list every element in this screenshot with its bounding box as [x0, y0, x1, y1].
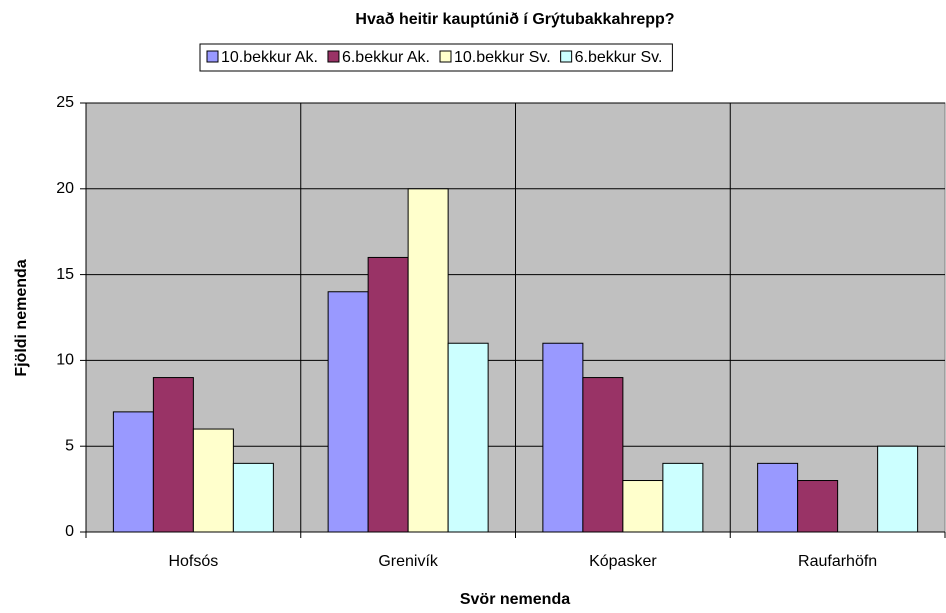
y-tick-label: 10	[56, 352, 74, 369]
y-tick-label: 15	[56, 266, 74, 283]
legend-label: 10.bekkur Ak.	[221, 49, 318, 66]
legend-swatch	[327, 50, 340, 63]
legend-swatch	[206, 50, 219, 63]
y-tick-label: 25	[56, 94, 74, 111]
bar	[542, 342, 584, 533]
bar	[112, 411, 154, 533]
bar	[662, 462, 704, 533]
chart-title: Hvað heitir kauptúnið í Grýtubakkahrepp?	[355, 11, 674, 28]
legend-box	[199, 43, 673, 72]
bar	[327, 291, 369, 533]
y-axis-label: Fjöldi nemenda	[13, 259, 30, 376]
bar	[407, 188, 449, 533]
legend-swatch	[439, 50, 452, 63]
legend-label: 6.bekkur Sv.	[575, 49, 663, 66]
bar	[877, 445, 919, 533]
bar	[797, 480, 839, 533]
x-axis-label: Svör nemenda	[460, 591, 570, 608]
x-tick-label: Kópasker	[589, 553, 657, 570]
bar	[582, 377, 624, 533]
x-tick-label: Hofsós	[168, 553, 218, 570]
bar	[152, 377, 194, 533]
x-tick-label: Grenivík	[378, 553, 439, 570]
bar	[447, 342, 489, 533]
legend-swatch	[560, 50, 573, 63]
y-tick-label: 5	[65, 437, 74, 454]
legend-label: 10.bekkur Sv.	[454, 49, 551, 66]
bar	[232, 462, 274, 533]
x-tick-label: Raufarhöfn	[798, 553, 877, 570]
bar	[622, 480, 664, 533]
y-tick-label: 20	[56, 180, 74, 197]
bar	[192, 428, 234, 533]
y-tick-label: 0	[65, 523, 74, 540]
bar	[367, 256, 409, 533]
bar	[757, 462, 799, 533]
legend-label: 6.bekkur Ak.	[342, 49, 430, 66]
